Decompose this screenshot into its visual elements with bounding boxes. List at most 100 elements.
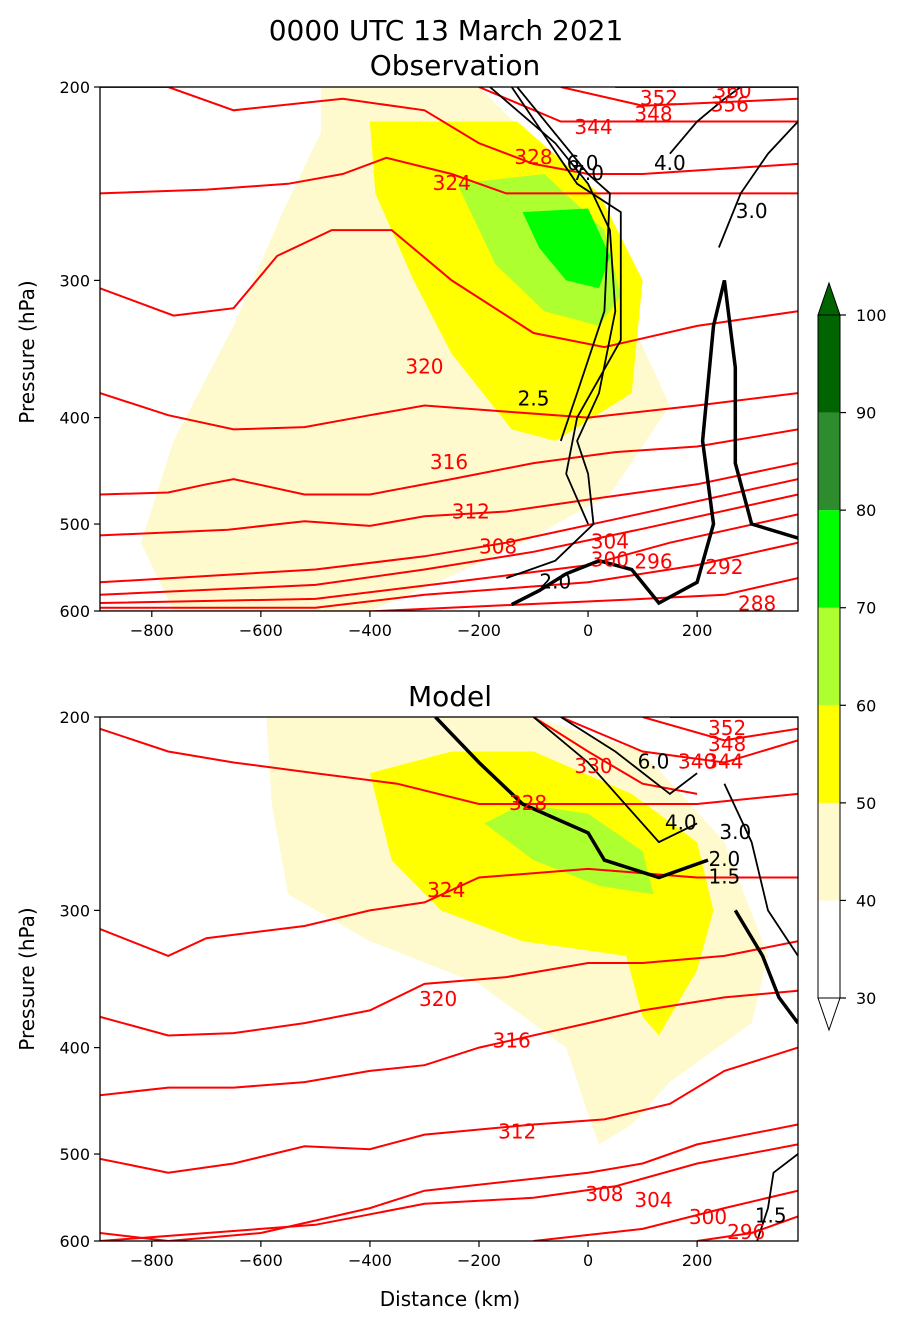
theta-contour-label: 352 [640,86,678,110]
x-tick-label: 0 [583,621,593,640]
colorbar-tick-label: 60 [856,696,876,715]
theta-contour-330 [532,717,698,795]
colorbar-segment-30 [818,900,840,998]
pv-contour-label: 6.0 [567,151,599,175]
pv-contour-label: 3.0 [736,199,768,223]
x-tick-label: −400 [348,1251,392,1270]
x-tick-label: −600 [239,1251,283,1270]
panel-observation: Observation Pressure (hPa) [15,49,540,424]
filled-field-50-60 [369,751,714,1036]
pv-contour-label: 3.0 [719,820,751,844]
pv-contour-2.5 [489,87,617,579]
theta-contour-300 [533,1189,798,1241]
theta-contour-label: 304 [591,530,629,554]
theta-contour-328 [100,87,798,175]
theta-contour-label: 344 [705,749,743,773]
plot-area-0: 2882922963003043083123163203243283443483… [100,86,798,616]
pv-contour-4.0 [532,717,698,844]
y-tick-label: 200 [59,78,90,97]
model-xlabel: Distance (km) [380,1287,520,1311]
theta-contour-344 [642,717,798,742]
theta-contour-320 [100,940,798,1037]
pv-contour-7.0 [516,87,611,442]
colorbar-segment-70 [818,510,840,608]
theta-contour-312 [100,1046,798,1174]
pv-contour-2.0 [434,717,709,880]
theta-contour-312 [100,428,798,496]
colorbar-segment-60 [818,607,840,706]
theta-contour-label: 312 [498,1120,536,1144]
colorbar-segment-40 [818,802,840,901]
theta-contour-328 [100,727,798,805]
colorbar-segment-50 [818,705,840,803]
theta-contour-label: 320 [405,354,443,378]
theta-contour-340 [560,717,798,764]
pv-contour-label: 7.0 [572,161,604,185]
x-tick-label: 200 [682,621,713,640]
theta-contour-label: 312 [452,499,490,523]
theta-contour-label: 340 [678,749,716,773]
theta-contour-348 [560,87,798,107]
theta-contour-label: 316 [430,450,468,474]
theta-contour-296 [696,1215,798,1241]
theta-contour-label: 316 [493,1029,531,1053]
theta-contour-label: 320 [419,987,457,1011]
pv-contour-label: 4.0 [654,151,686,175]
colorbar-frame [817,314,841,999]
y-tick-label: 500 [59,1145,90,1164]
theta-contour-344 [478,87,798,123]
theta-contour-label: 352 [708,716,746,740]
pv-contour-4.0 [669,87,742,155]
theta-contour-label: 344 [574,115,612,139]
pv-contour-label: 6.0 [638,749,670,773]
pv-contour-3.0 [723,783,798,957]
theta-contour-label: 330 [574,754,612,778]
theta-contour-label: 328 [514,145,552,169]
theta-contour-288 [100,577,798,611]
colorbar-tick-label: 90 [856,404,876,423]
colorbar-tick-label: 40 [856,891,876,910]
theta-contour-label: 324 [433,171,471,195]
axes-frame-1 [99,716,799,1242]
pv-contour-6.0 [510,87,622,525]
colorbar-tick-label: 100 [856,306,887,325]
model-ylabel: Pressure (hPa) [15,907,39,1050]
x-tick-label: −800 [130,621,174,640]
colorbar-tick-label: 50 [856,794,876,813]
filled-field-50-60 [369,121,643,441]
pv-contour-1.5 [756,1153,798,1241]
pv-contour-2.0 [510,279,798,607]
theta-contour-label: 328 [509,791,547,815]
colorbar-tick-label: 80 [856,501,876,520]
theta-contour-316 [100,989,798,1097]
theta-contour-label: 324 [427,878,465,902]
pv-contour-label: 1.5 [708,864,740,888]
colorbar-tick-label: 70 [856,599,876,618]
pv-contour-1.5 [733,909,798,1025]
theta-contour-308 [100,462,798,537]
y-tick-label: 600 [59,1232,90,1251]
theta-contour-label: 296 [634,550,672,574]
y-tick-label: 600 [59,602,90,621]
colorbar: 30 40 50 60 70 80 90 100 [817,281,887,1032]
y-tick-label: 300 [59,271,90,290]
y-tick-label: 300 [59,901,90,920]
y-tick-label: 200 [59,708,90,727]
theta-contour-300 [100,493,798,596]
theta-contour-304 [100,1143,798,1241]
theta-contour-label: 300 [591,548,629,572]
pv-contour-label: 2.0 [539,569,571,593]
axes-frame-0 [99,86,799,612]
theta-contour-label: 300 [689,1205,727,1229]
theta-contour-320 [100,229,798,349]
x-tick-label: −800 [130,1251,174,1270]
y-tick-label: 400 [59,409,90,428]
panel-model: Model Pressure (hPa) Distance (km) [15,680,520,1311]
theta-contour-label: 356 [711,93,749,117]
theta-contour-label: 348 [634,102,672,126]
figure-title: 0000 UTC 13 March 2021 [269,14,624,47]
theta-contour-label: 288 [738,592,776,616]
theta-contour-292 [100,541,798,609]
